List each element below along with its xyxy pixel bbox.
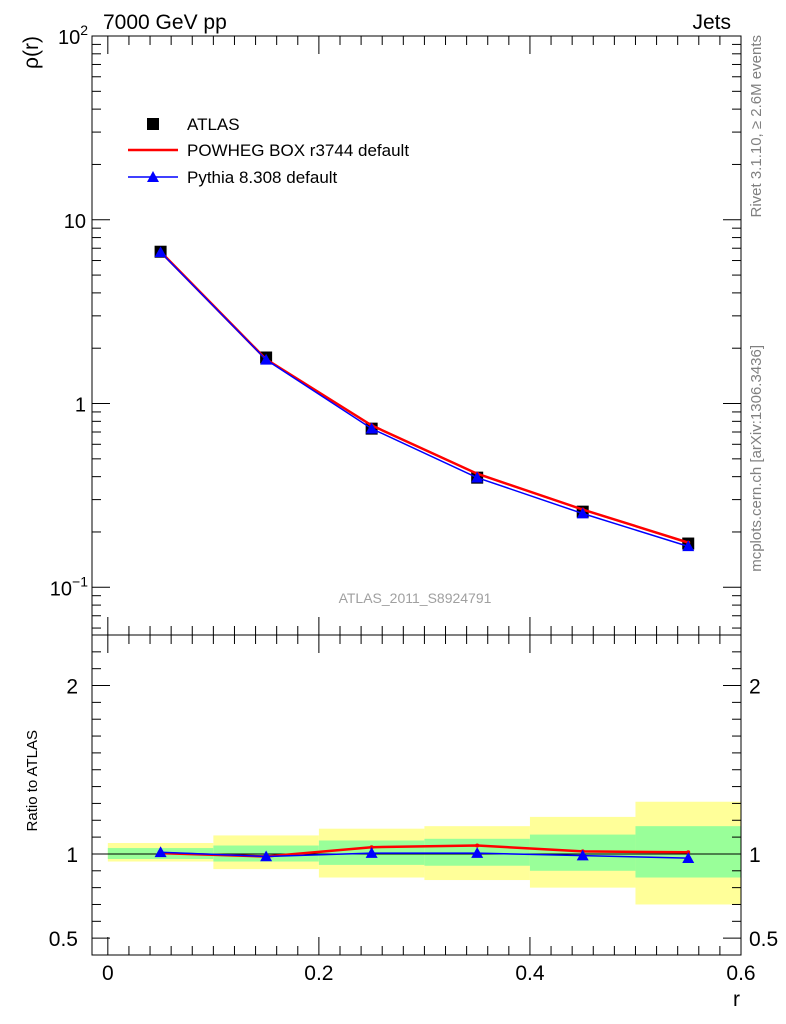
ratio-y-tick-label-left: 1 [66, 844, 78, 867]
pythia-line [160, 251, 689, 548]
main-y-tick-label: 10−1 [50, 573, 88, 600]
ratio-y-tick-label-left: 0.5 [49, 928, 78, 951]
legend-entry-label: Pythia 8.308 default [187, 168, 338, 187]
ratio-y-tick-label-right: 2 [749, 676, 761, 699]
ratio-pythia-point [260, 850, 273, 862]
legend-entry-label: ATLAS [187, 115, 240, 134]
ratio-y-axis-label: Ratio to ATLAS [24, 730, 41, 831]
ratio-powheg-point [475, 843, 480, 848]
ratio-pythia-point [682, 852, 695, 863]
x-tick-label: 0.6 [726, 962, 755, 985]
pythia-point [154, 246, 167, 258]
ratio-pythia-line [160, 851, 689, 859]
mcplots-side-label: mcplots.cern.ch [arXiv:1306.3436] [748, 345, 765, 572]
legend-entry-label: POWHEG BOX r3744 default [187, 141, 409, 160]
header-left-label: 7000 GeV pp [103, 11, 227, 34]
ratio-plot-frame [91, 634, 742, 956]
ratio-y-tick-label-right: 1 [749, 844, 761, 867]
legend-pythia-marker [147, 171, 159, 182]
ratio-pythia-point [471, 847, 484, 858]
watermark-label: ATLAS_2011_S8924791 [339, 590, 492, 606]
rivet-side-label: Rivet 3.1.10, ≥ 2.6M events [748, 35, 765, 218]
x-axis-label: r [733, 988, 740, 1011]
legend-atlas-marker [147, 118, 159, 130]
main-y-tick-label: 10 [64, 211, 86, 233]
pythia-point [471, 471, 484, 483]
data-series [154, 245, 695, 863]
pythia-point [365, 422, 378, 434]
axis-ticks [92, 35, 742, 956]
pythia-point [682, 540, 695, 552]
ratio-y-tick-label-left: 2 [66, 676, 78, 699]
main-y-tick-label: 1 [75, 395, 86, 417]
pythia-point [260, 353, 273, 365]
header-right-label: Jets [692, 11, 731, 34]
pythia-point [576, 507, 589, 519]
main-y-axis-label: ρ(r) [20, 36, 43, 69]
ratio-pythia-point [154, 846, 167, 858]
tick-labels: 10−1 1 10 102 0.5 0.5 1 1 2 2 0 0.2 0.4 0.6 [49, 22, 778, 985]
legend: ATLAS POWHEG BOX r3744 default Pythia 8.30… [128, 115, 409, 187]
x-tick-label: 0.4 [515, 962, 545, 985]
plot-frames [91, 35, 742, 956]
ratio-y-tick-label-right: 0.5 [749, 928, 778, 951]
main-y-tick-label: 102 [58, 22, 88, 49]
x-tick-label: 0.2 [304, 962, 333, 985]
ratio-pythia-point [576, 849, 589, 861]
powheg-line [159, 250, 689, 544]
ratio-pythia-point [365, 847, 378, 858]
x-tick-label: 0 [102, 962, 114, 985]
